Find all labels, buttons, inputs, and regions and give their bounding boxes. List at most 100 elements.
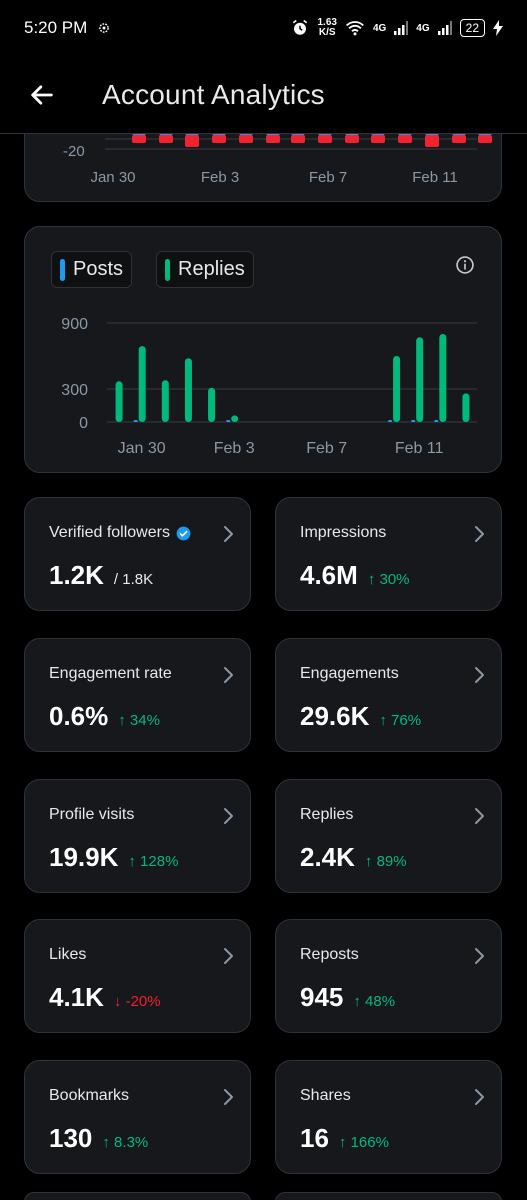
replies-bar (393, 356, 401, 422)
back-button[interactable] (12, 65, 72, 125)
top-bar-negative (239, 135, 253, 143)
speed-unit: K/S (318, 27, 336, 38)
stat-label-row: Bookmarks (49, 1087, 129, 1105)
signal-icon-2 (437, 21, 452, 35)
stat-change: ↑ 48% (353, 993, 396, 1010)
y-tick-label: -20 (63, 143, 85, 160)
stat-value-row: 945 ↑ 48% (300, 982, 395, 1013)
chevron-right-icon (224, 1089, 233, 1105)
stat-label: Reposts (300, 946, 359, 963)
replies-bar (231, 415, 239, 422)
replies-bar (462, 393, 470, 422)
info-icon (456, 256, 474, 274)
stat-value: 130 (49, 1123, 93, 1153)
replies-bar (184, 358, 192, 422)
top-bar-negative (452, 135, 466, 143)
replies-bar (416, 337, 424, 422)
x-tick-label: Feb 3 (214, 440, 255, 457)
signal-icon (394, 21, 409, 35)
stat-label: Shares (300, 1087, 351, 1104)
stat-label: Likes (49, 946, 87, 963)
network-type-2: 4G (416, 22, 430, 34)
stat-label: Replies (300, 806, 354, 823)
wifi-icon (345, 21, 364, 36)
replies-bar (161, 380, 169, 422)
top-bar-negative (371, 135, 385, 143)
stat-card-bookmarks[interactable]: Bookmarks 130 ↑ 8.3% (24, 1060, 251, 1174)
stat-value: 1.2K (49, 560, 104, 590)
stat-label-row: Profile visits (49, 806, 134, 824)
app-header: Account Analytics (0, 56, 527, 134)
top-bar-negative (159, 135, 173, 143)
x-tick-jan30: Jan 30 (90, 169, 135, 186)
posts-bar (133, 420, 138, 422)
stat-card-impressions[interactable]: Impressions 4.6M ↑ 30% (275, 497, 502, 611)
info-button[interactable] (455, 255, 475, 280)
stat-value-row: 16 ↑ 166% (300, 1123, 389, 1154)
stat-label-row: Likes (49, 946, 86, 964)
stat-card-replies[interactable]: Replies 2.4K ↑ 89% (275, 779, 502, 893)
stat-change: ↑ 128% (128, 853, 179, 870)
stat-card-profile-visits[interactable]: Profile visits 19.9K ↑ 128% (24, 779, 251, 893)
stat-card-engagements[interactable]: Engagements 29.6K ↑ 76% (275, 638, 502, 752)
stat-card-likes[interactable]: Likes 4.1K ↓ -20% (24, 919, 251, 1033)
x-tick-label: Jan 30 (118, 440, 166, 457)
stat-label: Impressions (300, 524, 387, 541)
stat-value-row: 29.6K ↑ 76% (300, 701, 421, 732)
network-speed: 1.63 K/S (317, 18, 336, 38)
chevron-right-icon (475, 1089, 484, 1105)
stat-card-shares[interactable]: Shares 16 ↑ 166% (275, 1060, 502, 1174)
stat-label: Bookmarks (49, 1087, 130, 1104)
stat-card-reposts[interactable]: Reposts 945 ↑ 48% (275, 919, 502, 1033)
stat-change: ↓ -20% (113, 993, 161, 1010)
battery-level: 22 (459, 19, 485, 37)
stat-value: 19.9K (49, 842, 119, 872)
stat-label-row: Engagements (300, 665, 399, 683)
x-tick-label: Feb 11 (395, 440, 444, 457)
status-time: 5:20 PM (24, 18, 88, 37)
stat-label-row: Engagement rate (49, 665, 172, 683)
replies-bar (439, 334, 447, 422)
chevron-right-icon (475, 948, 484, 964)
chevron-right-icon (475, 667, 484, 683)
stat-card-verified-followers[interactable]: Verified followers 1.2K / 1.8K (24, 497, 251, 611)
stat-value-row: 4.1K ↓ -20% (49, 982, 161, 1013)
chart-legend: Posts Replies (51, 251, 254, 288)
stat-value: 29.6K (300, 701, 370, 731)
stat-label-row: Replies (300, 806, 353, 824)
chevron-right-icon (224, 526, 233, 542)
posts-bar (226, 420, 231, 422)
top-bar-negative (266, 135, 280, 143)
top-bar-negative (291, 135, 305, 143)
stat-label: Profile visits (49, 806, 135, 823)
arrow-left-icon (31, 84, 53, 105)
x-tick-feb7: Feb 7 (309, 169, 347, 186)
chevron-right-icon (475, 526, 484, 542)
y-tick-label: 300 (61, 382, 88, 399)
stat-value: 16 (300, 1123, 329, 1153)
stat-label: Engagements (300, 665, 399, 682)
status-bar: 5:20 PM 1.63 K/S 4G 4G 22 (0, 0, 527, 56)
posts-swatch (60, 258, 65, 281)
top-bar-negative (212, 135, 226, 143)
legend-replies[interactable]: Replies (156, 251, 254, 288)
network-type-1: 4G (372, 22, 387, 34)
chevron-right-icon (224, 948, 233, 964)
legend-replies-label: Replies (178, 258, 245, 280)
top-bar-negative (185, 135, 199, 147)
top-bar-negative (318, 135, 332, 143)
next-card-left (24, 1192, 251, 1200)
settings-gear-icon (99, 23, 110, 33)
legend-posts-label: Posts (73, 258, 124, 280)
stat-change: ↑ 8.3% (102, 1134, 149, 1151)
top-bar-negative (478, 135, 492, 143)
stat-value-row: 2.4K ↑ 89% (300, 842, 407, 873)
stat-value-row: 1.2K / 1.8K (49, 560, 153, 591)
stat-value: 2.4K (300, 842, 355, 872)
charging-bolt-icon (493, 20, 503, 36)
stat-card-engagement-rate[interactable]: Engagement rate 0.6% ↑ 34% (24, 638, 251, 752)
y-tick-label: 0 (79, 415, 88, 432)
legend-posts[interactable]: Posts (51, 251, 133, 288)
stat-value-row: 19.9K ↑ 128% (49, 842, 178, 873)
replies-bar (208, 387, 216, 422)
